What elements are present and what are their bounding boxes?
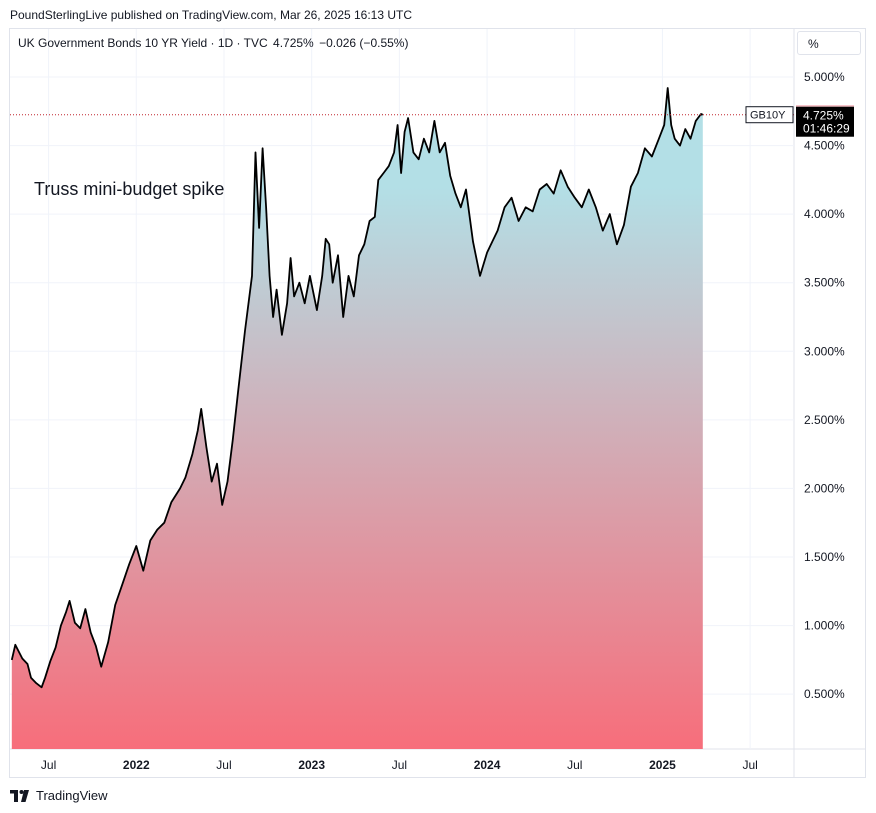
annotation-truss-spike: Truss mini-budget spike [34,179,224,199]
x-tick-label: Jul [392,758,407,772]
x-tick-label: 2022 [123,758,150,772]
y-tick-label: 1.500% [804,550,845,564]
y-tick-label: 4.000% [804,207,845,221]
x-tick-label: 2024 [474,758,501,772]
legend-change: −0.026 (−0.55%) [319,36,409,50]
legend-value: 4.725% [273,36,314,50]
yield-area-fill [11,88,703,749]
x-tick-label: Jul [41,758,56,772]
y-tick-label: 5.000% [804,70,845,84]
time-axis[interactable]: Jul 2022 Jul 2023 Jul 2024 Jul 2025 Jul [41,758,758,772]
y-tick-label: 3.000% [804,344,845,358]
publisher-line: PoundSterlingLive published on TradingVi… [10,8,413,22]
x-tick-label: Jul [216,758,231,772]
last-value-label-bg [796,106,854,137]
y-tick-label: 3.500% [804,276,845,290]
y-tick-label: 1.000% [804,619,845,633]
price-axis[interactable]: 0.500% 1.000% 1.500% 2.000% 2.500% 3.000% 3.50… [804,70,845,701]
y-tick-label: 2.000% [804,481,845,495]
x-tick-label: 2023 [298,758,325,772]
symbol-label: GB10Y [750,110,786,122]
symbol-label-bg [745,106,794,124]
y-tick-label: 4.500% [804,139,845,153]
x-tick-label: Jul [567,758,582,772]
tradingview-footer[interactable]: TradingView [10,788,108,803]
tradingview-logo-icon [10,789,29,802]
countdown-label: 01:46:29 [803,122,850,136]
x-tick-label: 2025 [649,758,676,772]
chart-frame [9,28,866,778]
series-legend[interactable]: UK Government Bonds 10 YR Yield · 1D · T… [18,36,410,50]
y-tick-label: 0.500% [804,687,845,701]
last-value-label: 4.725% [803,109,844,123]
x-tick-label: Jul [742,758,757,772]
tradingview-brand: TradingView [36,788,108,803]
yield-line [10,87,704,689]
y-tick-label: 2.500% [804,413,845,427]
unit-toggle-button[interactable]: % [797,31,861,55]
legend-title: UK Government Bonds 10 YR Yield · 1D · T… [18,36,268,50]
